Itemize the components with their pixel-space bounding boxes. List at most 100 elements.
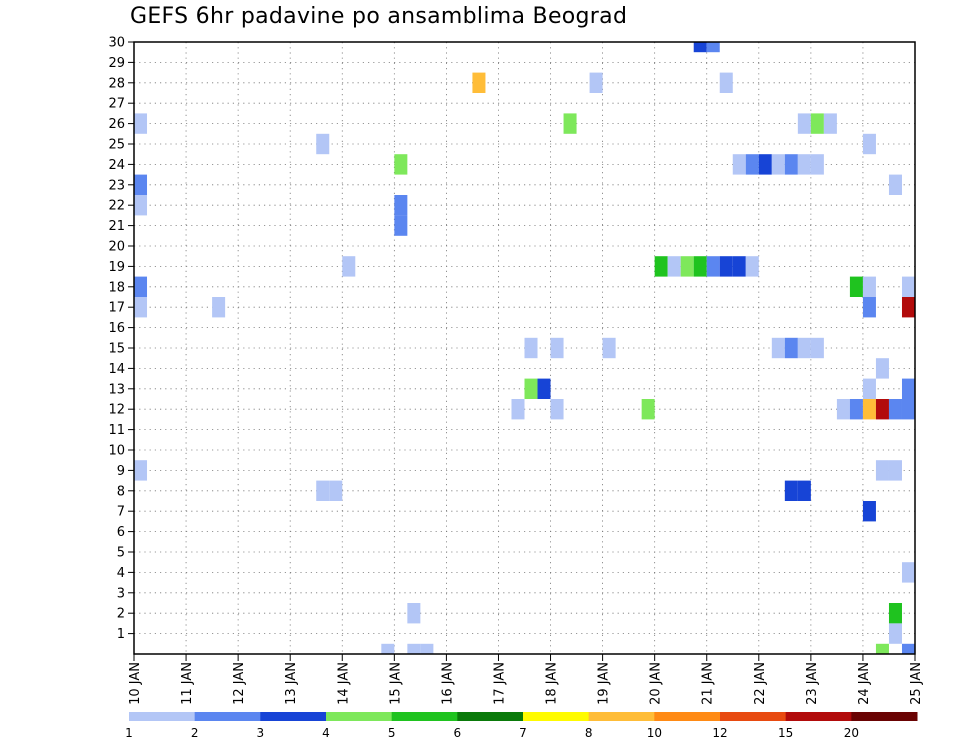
precip-cell xyxy=(888,460,902,481)
precip-cell xyxy=(849,276,863,297)
x-tick-label: 15 JAN xyxy=(388,662,403,705)
precip-cell xyxy=(407,643,421,654)
precip-cell xyxy=(849,399,863,420)
precip-cells xyxy=(134,42,915,654)
precip-cell xyxy=(784,480,798,501)
precip-cell xyxy=(901,643,915,654)
x-tick-label: 13 JAN xyxy=(284,662,299,705)
y-tick-label: 8 xyxy=(117,484,125,499)
precip-cell xyxy=(706,256,720,277)
precip-cell xyxy=(732,154,746,175)
x-tick-label: 20 JAN xyxy=(649,662,664,705)
precip-cell xyxy=(537,378,551,399)
colorbar-swatch xyxy=(129,712,196,721)
y-tick-label: 9 xyxy=(117,464,125,479)
x-tick-label: 10 JAN xyxy=(128,662,143,705)
x-tick-label: 18 JAN xyxy=(545,662,560,705)
y-tick-label: 23 xyxy=(108,178,125,193)
precip-cell xyxy=(563,113,577,134)
precip-cell xyxy=(394,215,408,236)
x-tick-label: 16 JAN xyxy=(440,662,455,705)
precip-cell xyxy=(862,501,876,522)
precip-cell xyxy=(810,154,824,175)
y-tick-label: 6 xyxy=(117,525,125,540)
y-tick-label: 13 xyxy=(108,382,125,397)
colorbar-swatch xyxy=(654,712,721,721)
colorbar-label: 15 xyxy=(778,726,793,740)
colorbar-swatch xyxy=(851,712,918,721)
precip-cell xyxy=(550,399,564,420)
precip-cell xyxy=(823,113,837,134)
colorbar-swatch xyxy=(260,712,327,721)
precip-cell xyxy=(797,113,811,134)
y-tick-label: 29 xyxy=(108,56,125,71)
precip-cell xyxy=(706,42,720,53)
chart-title: GEFS 6hr padavine po ansamblima Beograd xyxy=(130,4,628,29)
precip-cell xyxy=(784,154,798,175)
plot-frame xyxy=(133,41,916,655)
y-tick-label: 24 xyxy=(108,158,125,173)
x-tick-label: 24 JAN xyxy=(857,662,872,705)
y-tick-label: 28 xyxy=(108,76,125,91)
precip-cell xyxy=(862,297,876,318)
precip-cell xyxy=(134,174,148,195)
x-axis-dates: 10 JAN 11 JAN 12 JAN 13 JAN 14 JAN 15 JAN 16 J… xyxy=(128,654,924,705)
x-tick-label: 11 JAN xyxy=(180,662,195,705)
colorbar-swatch xyxy=(785,712,852,721)
precip-cell xyxy=(745,154,759,175)
precip-cell xyxy=(901,562,915,583)
colorbar-label: 20 xyxy=(844,726,859,740)
precip-cell xyxy=(316,133,330,155)
precip-cell xyxy=(654,256,668,277)
y-tick-label: 25 xyxy=(108,138,125,153)
y-tick-label: 20 xyxy=(108,240,125,255)
precip-cell xyxy=(394,195,408,216)
colorbar-swatch xyxy=(523,712,590,721)
precip-cell xyxy=(134,276,148,297)
precip-cell xyxy=(134,195,148,216)
precip-cell xyxy=(641,399,655,420)
precip-cell xyxy=(875,358,889,379)
precip-cell xyxy=(758,154,772,175)
colorbar-label: 7 xyxy=(519,726,527,740)
y-tick-label: 15 xyxy=(108,342,125,357)
y-tick-label: 27 xyxy=(108,97,125,112)
x-tick-label: 17 JAN xyxy=(492,662,507,705)
precip-cell xyxy=(771,154,785,175)
y-tick-label: 16 xyxy=(108,321,125,336)
precip-cell xyxy=(771,337,785,359)
precip-cell xyxy=(134,113,148,134)
precip-cell xyxy=(732,256,746,277)
precip-cell xyxy=(901,378,915,399)
x-tick-label: 22 JAN xyxy=(753,662,768,705)
x-tick-label: 19 JAN xyxy=(597,662,612,705)
precip-cell xyxy=(407,603,421,624)
x-tick-label: 14 JAN xyxy=(336,662,351,705)
precip-cell xyxy=(329,480,343,501)
precip-cell xyxy=(472,72,486,93)
colorbar-label: 10 xyxy=(647,726,662,740)
y-tick-label: 2 xyxy=(117,607,125,622)
precip-cell xyxy=(862,399,876,420)
precip-cell xyxy=(381,643,395,654)
y-tick-label: 10 xyxy=(108,444,125,459)
precip-cell xyxy=(875,643,889,654)
colorbar-swatch xyxy=(588,712,655,721)
precip-cell xyxy=(602,337,616,359)
colorbar-label: 2 xyxy=(191,726,199,740)
precip-cell xyxy=(784,337,798,359)
colorbar-legend: 1 2 3 4 5 6 7 8 10 12 15 20 xyxy=(125,712,918,740)
precip-cell xyxy=(134,460,148,481)
precip-cell xyxy=(550,337,564,359)
precip-cell xyxy=(875,399,889,420)
y-tick-label: 26 xyxy=(108,117,125,132)
precip-cell xyxy=(862,276,876,297)
precip-cell xyxy=(589,72,603,93)
precip-cell xyxy=(667,256,681,277)
y-tick-label: 14 xyxy=(108,362,125,377)
precip-cell xyxy=(836,399,850,420)
colorbar-label: 12 xyxy=(712,726,727,740)
precip-cell xyxy=(693,256,707,277)
colorbar-label: 5 xyxy=(388,726,396,740)
precip-cell xyxy=(888,174,902,195)
